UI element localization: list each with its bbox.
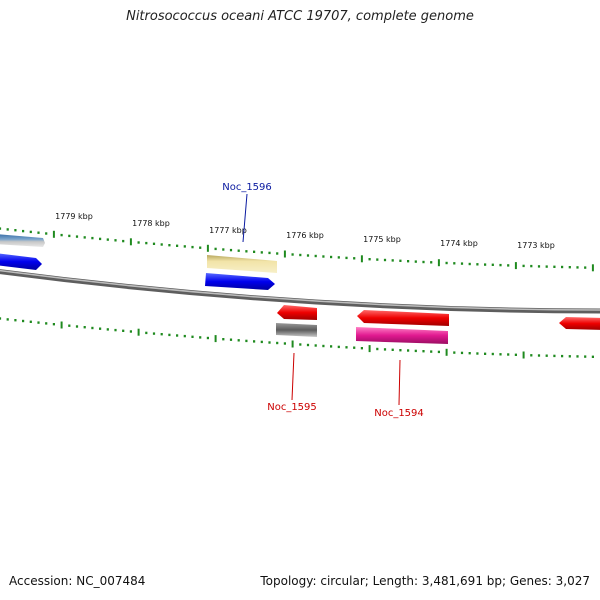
gene-label-noc-1596[interactable]: Noc_1596: [222, 182, 272, 193]
gene-feature-red-large[interactable]: [357, 310, 449, 326]
tick-label: 1776 kbp: [286, 231, 324, 240]
gene-feature-khaki[interactable]: [207, 255, 277, 273]
label-leader-noc-1595: [291, 352, 295, 401]
accession-text: Accession: NC_007484: [9, 574, 146, 588]
tick-row-outer: [0, 227, 594, 272]
gene-feature-blue-left[interactable]: [0, 253, 42, 270]
genome-backbone-inner: [0, 269, 600, 311]
gene-feature-noc-1596[interactable]: [205, 273, 275, 290]
tick-label: 1778 kbp: [132, 219, 170, 228]
label-leader-noc-1594: [398, 359, 401, 406]
tick-label: 1775 kbp: [363, 235, 401, 244]
gene-feature-red-small[interactable]: [277, 305, 317, 320]
tick-label: 1773 kbp: [517, 241, 555, 250]
gene-label-noc-1594[interactable]: Noc_1594: [374, 408, 424, 419]
tick-label: 1774 kbp: [440, 239, 478, 248]
gene-feature-steel[interactable]: [0, 234, 45, 247]
gene-feature-noc-1594[interactable]: [356, 327, 448, 344]
gene-label-noc-1595[interactable]: Noc_1595: [267, 402, 317, 413]
tick-label: 1777 kbp: [209, 226, 247, 235]
label-leader-noc-1596: [242, 193, 248, 243]
tick-label: 1779 kbp: [55, 212, 93, 221]
gene-feature-red-right[interactable]: [559, 317, 600, 330]
tick-labels: 1779 kbp 1778 kbp 1777 kbp 1776 kbp 1775…: [55, 212, 555, 250]
map-title: Nitrosococcus oceani ATCC 19707, complet…: [126, 9, 474, 24]
tick-row-inner: [0, 317, 595, 359]
genome-summary-text: Topology: circular; Length: 3,481,691 bp…: [260, 574, 590, 588]
gene-feature-noc-1595[interactable]: [276, 323, 317, 337]
genome-backbone-outer: [0, 269, 600, 314]
